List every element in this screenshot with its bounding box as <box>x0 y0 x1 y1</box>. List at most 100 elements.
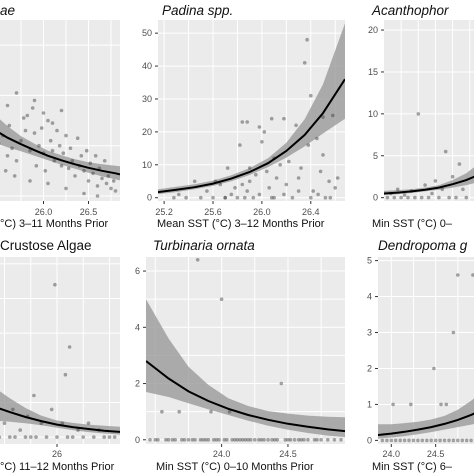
confidence-ribbon <box>146 299 345 437</box>
data-point <box>53 282 57 287</box>
y-tick-label: 4 <box>367 292 372 302</box>
chart-panel-2: 25.2 25.6 26.0 26.4 0 10 20 30 40 50 Padina spp. Me… <box>142 3 345 230</box>
plot-area <box>0 257 120 444</box>
data-point <box>437 195 441 200</box>
x-tick-label: 24.5 <box>279 449 297 459</box>
data-point <box>229 192 234 197</box>
fit-line <box>158 78 345 194</box>
panel-title: ae <box>0 3 15 18</box>
data-point <box>284 182 289 187</box>
data-point <box>21 116 26 120</box>
plot-area <box>384 20 474 201</box>
y-tick-label: 0 <box>373 193 378 203</box>
data-point <box>430 191 434 196</box>
data-point <box>230 438 234 442</box>
data-point <box>79 154 84 158</box>
x-tick-label: 24.5 <box>427 449 445 459</box>
data-point <box>290 195 295 200</box>
y-tick-label: 0 <box>367 435 372 445</box>
data-point <box>65 435 70 439</box>
data-point <box>283 438 288 442</box>
data-point <box>109 186 113 191</box>
data-point <box>409 402 413 407</box>
data-point <box>177 409 181 414</box>
fit-line <box>384 175 474 195</box>
data-point <box>55 128 59 133</box>
data-point <box>326 438 330 442</box>
panel-title: Padina spp. <box>162 3 233 18</box>
data-point <box>246 438 250 442</box>
data-point <box>34 435 38 439</box>
fit-line <box>146 360 345 433</box>
y-tick-label: 30 <box>142 94 152 104</box>
data-point <box>64 186 68 191</box>
data-point <box>70 435 75 439</box>
data-point <box>66 166 71 171</box>
data-point <box>3 169 8 173</box>
data-point <box>432 366 436 371</box>
data-point <box>86 421 91 426</box>
data-point <box>299 166 303 170</box>
data-point <box>153 438 158 442</box>
data-point <box>316 192 320 197</box>
data-point <box>46 118 50 123</box>
data-point <box>433 179 438 183</box>
data-point <box>399 195 403 200</box>
data-point <box>50 121 55 125</box>
data-point <box>262 130 267 134</box>
data-point <box>339 438 343 442</box>
data-point <box>385 195 390 200</box>
data-point <box>406 195 410 200</box>
data-point <box>282 116 286 121</box>
data-point <box>269 116 274 121</box>
data-point <box>235 438 240 442</box>
data-point <box>385 438 389 443</box>
data-point <box>198 438 203 442</box>
y-tick-label: 5 <box>367 256 372 266</box>
data-point <box>59 108 64 113</box>
data-point <box>309 93 313 98</box>
data-point <box>286 438 290 442</box>
data-point <box>209 409 213 414</box>
data-point <box>102 435 106 439</box>
data-point <box>0 435 2 439</box>
data-point <box>32 131 37 135</box>
data-point <box>471 273 474 277</box>
data-point <box>260 140 264 144</box>
data-point <box>391 402 395 407</box>
y-tick-label: 2 <box>135 379 140 389</box>
data-point <box>262 438 266 442</box>
data-point <box>193 438 197 442</box>
data-point <box>233 438 237 442</box>
data-point <box>67 345 72 349</box>
confidence-ribbon <box>378 398 474 439</box>
data-point <box>211 195 215 200</box>
data-point <box>223 195 227 200</box>
y-tick-label: 50 <box>142 28 152 38</box>
data-point <box>323 195 328 200</box>
x-axis-label: Min SST (°C) 6– <box>372 461 453 473</box>
data-point <box>272 195 276 200</box>
data-point <box>113 189 118 193</box>
data-point <box>104 181 109 186</box>
data-point <box>309 195 313 200</box>
data-point <box>100 176 104 181</box>
data-point <box>102 159 107 163</box>
data-point <box>416 438 420 443</box>
data-point <box>464 195 469 200</box>
data-point <box>43 169 48 173</box>
data-point <box>190 438 195 442</box>
data-point <box>442 438 447 443</box>
y-tick-label: 20 <box>368 25 378 35</box>
data-point <box>48 138 53 143</box>
plot-area <box>378 257 474 444</box>
data-point <box>238 143 242 147</box>
data-point <box>451 438 456 443</box>
data-point <box>253 438 257 442</box>
data-point <box>433 438 438 443</box>
data-point <box>32 393 36 398</box>
data-point <box>106 174 111 178</box>
confidence-ribbon <box>0 119 120 181</box>
data-point <box>380 438 385 443</box>
